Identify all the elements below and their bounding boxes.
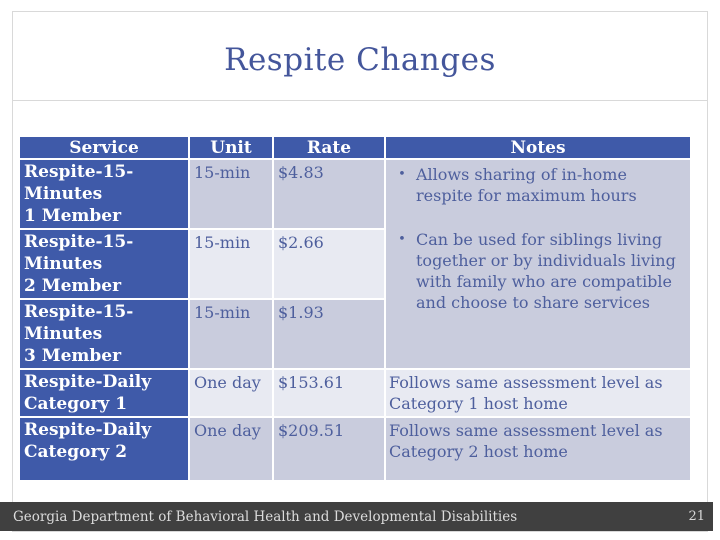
rate-cell: $153.61 xyxy=(274,370,384,416)
unit-cell: One day xyxy=(190,418,272,480)
service-cell: Respite-Daily Category 1 xyxy=(20,370,188,416)
unit-cell: 15-min xyxy=(190,230,272,298)
footer-text: Georgia Department of Behavioral Health … xyxy=(13,508,518,525)
table-row: Respite-Daily Category 1 One day $153.61… xyxy=(20,370,690,416)
respite-rates-table: Service Unit Rate Notes Respite-15- Minu… xyxy=(18,135,692,482)
service-cell: Respite-Daily Category 2 xyxy=(20,418,188,480)
unit-cell: One day xyxy=(190,370,272,416)
rate-cell: $1.93 xyxy=(274,300,384,368)
unit-cell: 15-min xyxy=(190,160,272,228)
rate-cell: $209.51 xyxy=(274,418,384,480)
note-bullet-item: • Can be used for siblings living togeth… xyxy=(388,229,688,313)
bullet-icon: • xyxy=(398,232,406,247)
service-cell: Respite-15- Minutes 3 Member xyxy=(20,300,188,368)
table-row: Respite-Daily Category 2 One day $209.51… xyxy=(20,418,690,480)
page-title: Respite Changes xyxy=(224,42,496,78)
column-header-rate: Rate xyxy=(274,137,384,158)
column-header-service: Service xyxy=(20,137,188,158)
note-bullet-item: • Allows sharing of in-home respite for … xyxy=(388,164,688,206)
title-divider xyxy=(12,100,708,101)
table-row: Respite-15- Minutes 2 Member 15-min $2.6… xyxy=(20,230,690,298)
rate-cell: $2.66 xyxy=(274,230,384,298)
table-header-row: Service Unit Rate Notes xyxy=(20,137,690,158)
table-row: Respite-15- Minutes 1 Member 15-min $4.8… xyxy=(20,160,690,368)
footer-bar: Georgia Department of Behavioral Health … xyxy=(0,502,713,531)
notes-cell-merged: • Allows sharing of in-home respite for … xyxy=(386,160,690,368)
page-number: 21 xyxy=(688,509,705,524)
bullet-icon: • xyxy=(398,167,406,182)
service-cell: Respite-15- Minutes 2 Member xyxy=(20,230,188,298)
unit-cell: 15-min xyxy=(190,300,272,368)
note-text: Allows sharing of in-home respite for ma… xyxy=(416,165,637,205)
service-cell: Respite-15- Minutes 1 Member xyxy=(20,160,188,228)
note-text: Can be used for siblings living together… xyxy=(416,230,676,312)
table-row: Respite-15- Minutes 3 Member 15-min $1.9… xyxy=(20,300,690,368)
slide-border xyxy=(12,11,708,532)
notes-cell: Follows same assessment level as Categor… xyxy=(386,370,690,416)
column-header-unit: Unit xyxy=(190,137,272,158)
rate-cell: $4.83 xyxy=(274,160,384,228)
notes-cell: Follows same assessment level as Categor… xyxy=(386,418,690,480)
column-header-notes: Notes xyxy=(386,137,690,158)
